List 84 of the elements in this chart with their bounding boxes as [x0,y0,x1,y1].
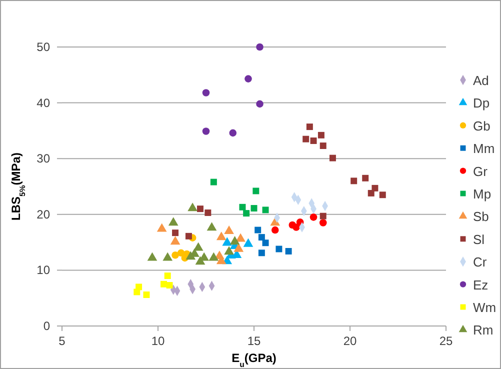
point [350,178,358,184]
x-tick-label: 25 [439,334,453,348]
point [310,214,318,221]
point [202,128,210,135]
point [210,178,217,186]
point [256,100,264,108]
point [236,233,246,242]
point [262,206,269,214]
point [166,282,173,289]
point [164,272,171,280]
point [318,132,324,138]
point [186,251,196,260]
legend-label: Sb [473,209,489,224]
legend-label: Cr [473,254,488,270]
point [239,204,246,210]
legend-label: Mp [473,186,492,202]
point [230,236,240,245]
legend-label: Gr [473,164,488,179]
point [234,243,244,252]
point [224,225,234,234]
point [362,174,369,182]
point [162,252,173,261]
legend-label: Wm [473,300,496,315]
point [208,252,219,261]
x-tick-label: 15 [247,334,261,348]
legend-label: Gb [473,118,490,134]
point [143,292,150,298]
point [276,246,282,252]
y-tick-label: 10 [36,263,50,278]
point [224,246,234,255]
x-tick-label: 10 [151,334,165,348]
point [256,43,264,51]
legend-label: Ez [473,277,488,292]
y-tick-label: 20 [36,207,50,222]
point [258,234,265,241]
x-tick-label: 5 [58,334,66,348]
y-tick-label: 0 [43,319,50,333]
x-axis-title: E$_{u}$(GPa) [232,351,276,368]
y-tick-label: 40 [36,96,50,110]
point [134,288,140,296]
point [254,226,262,234]
point [204,209,212,216]
point [319,219,327,226]
point [306,124,313,130]
point [310,138,317,144]
legend-label: Mm [473,141,495,156]
x-tick-label: 20 [343,334,357,348]
point [147,252,158,261]
point [185,232,192,240]
point [229,129,237,137]
point [250,205,258,212]
y-tick-label: 50 [36,40,50,54]
point [206,222,217,231]
point [320,212,326,220]
point [379,192,386,198]
point [188,202,198,212]
point [292,224,300,231]
point [262,240,269,246]
legend-label: Ad [473,73,489,88]
point [197,206,204,212]
point [160,280,167,288]
point [172,230,179,236]
point [285,248,292,254]
point [320,142,326,150]
legend-label: Dp [473,96,490,111]
point [243,210,250,217]
legend-label: Sl [473,232,485,247]
point [258,250,265,256]
y-tick-label: 30 [36,152,50,166]
point [372,184,378,192]
point [244,75,252,82]
point [222,237,232,246]
point [168,217,178,226]
point [252,188,260,194]
point [243,238,254,247]
point [329,154,336,162]
point [271,226,279,234]
point [302,136,310,142]
point [202,89,210,96]
point [172,251,179,259]
point [170,236,180,245]
legend-label: Rm [473,322,494,338]
point [216,232,226,240]
point [156,223,167,232]
